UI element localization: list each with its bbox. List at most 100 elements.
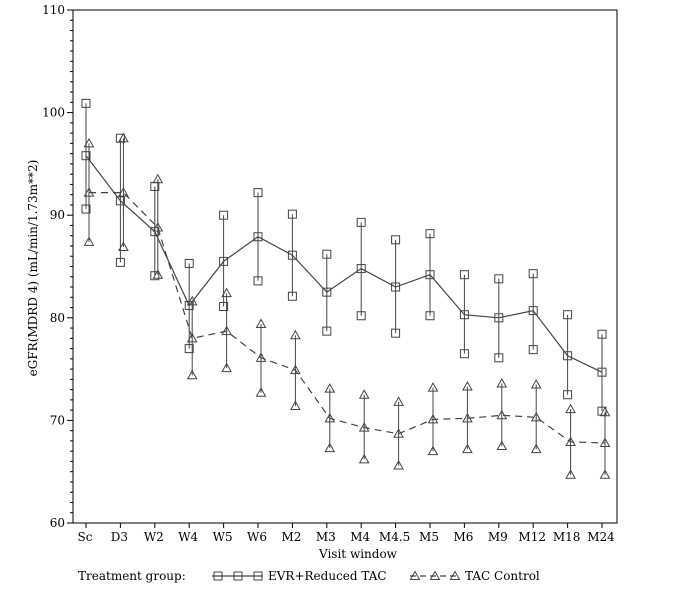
tac-control-upper-marker-m9 <box>496 377 508 388</box>
evr-reduced-tac-upper-marker-m5 <box>425 229 435 239</box>
evr-reduced-tac-lower-marker-m4-5 <box>391 328 401 338</box>
evr-reduced-tac-lower-marker-m4 <box>356 311 366 321</box>
evr-reduced-tac-upper-marker-m4 <box>356 217 366 227</box>
tac-control-lower-marker-w2 <box>152 269 164 279</box>
legend-item-tac-control: TAC Control <box>409 569 540 583</box>
evr-reduced-tac-mean-marker-m12 <box>528 306 538 316</box>
tac-control-upper-marker-d3 <box>118 132 129 143</box>
evr-reduced-tac-lower-marker-m24 <box>597 406 607 416</box>
x-tick-label-m18: M18 <box>553 530 581 544</box>
evr-reduced-tac-upper-marker-w6 <box>253 188 263 198</box>
tac-control-lower-marker-m9 <box>496 440 508 451</box>
tac-control-lower-marker-m12 <box>530 443 542 454</box>
x-tick-label-m2: M2 <box>281 530 301 544</box>
evr-reduced-tac-lower-marker-m2 <box>287 291 297 301</box>
tac-control-mean-marker-m24 <box>599 437 611 447</box>
evr-reduced-tac-mean-marker-m6 <box>459 310 469 320</box>
evr-reduced-tac-lower-marker-w4 <box>184 344 194 354</box>
tac-control-upper-marker-w2 <box>152 173 164 184</box>
evr-reduced-tac-mean-marker-m4-5 <box>391 282 401 292</box>
x-axis-label: Visit window <box>318 547 398 561</box>
legend-marker-evr-reduced-tac-0 <box>213 571 223 581</box>
x-tick-label-m24: M24 <box>587 530 615 544</box>
x-tick-label-w5: W5 <box>213 530 233 544</box>
legend-marker-tac-control-1 <box>429 570 441 580</box>
y-axis-label: eGFR(MDRD 4) (mL/min/1.73m**2) <box>26 160 40 377</box>
tac-control-mean-marker-m4 <box>358 422 370 432</box>
tac-control-lower-marker-m18 <box>565 469 576 479</box>
tac-control-lower-marker-m3 <box>324 442 336 453</box>
tac-control-mean-marker-m5 <box>427 413 439 424</box>
evr-reduced-tac-lower-marker-m18 <box>563 390 573 400</box>
tac-control-mean-marker-w4 <box>186 332 198 343</box>
x-tick-label-m6: M6 <box>453 530 473 544</box>
evr-reduced-tac-upper-marker-m6 <box>459 270 469 280</box>
tac-control-mean-marker-m9 <box>496 409 508 420</box>
evr-reduced-tac-upper-marker-w5 <box>219 210 229 220</box>
evr-reduced-tac-mean-marker-m2 <box>287 250 297 260</box>
tac-control-upper-marker-m2 <box>290 329 301 340</box>
evr-reduced-tac-lower-marker-w6 <box>253 276 263 286</box>
legend-item-evr-reduced-tac: EVR+Reduced TAC <box>212 569 387 583</box>
legend-label-tac-control: TAC Control <box>465 569 540 583</box>
x-tick-label-m3: M3 <box>316 530 336 544</box>
legend-marker-evr-reduced-tac-1 <box>233 571 243 581</box>
evr-reduced-tac-upper-marker-m3 <box>322 249 332 259</box>
legend-marker-evr-reduced-tac-2 <box>253 571 263 581</box>
x-tick-label-m9: M9 <box>488 530 508 544</box>
y-tick-label-100: 100 <box>42 106 65 120</box>
tac-control-mean-line <box>89 192 606 444</box>
tac-control-mean-marker-m3 <box>324 412 336 423</box>
y-tick-label-90: 90 <box>50 208 65 222</box>
tac-control-lower-marker-m5 <box>427 445 439 456</box>
plot-area: 60 70 80 90 100 110 Sc D3 W2 W4 W5 W6 M2 M3 M4 M4.5 M5 M6… <box>42 3 615 544</box>
evr-reduced-tac-mean-marker-m3 <box>322 287 332 297</box>
evr-reduced-tac-upper-marker-w4 <box>184 258 194 268</box>
evr-reduced-tac-mean-marker-sc <box>81 151 91 161</box>
tac-control-lower-marker-m24 <box>599 469 611 479</box>
tac-control-upper-marker-w6 <box>255 318 267 328</box>
evr-reduced-tac-lower-marker-m12 <box>528 345 538 355</box>
tac-control-mean-marker-m18 <box>565 436 576 446</box>
tac-control-lower-marker-w5 <box>221 362 232 373</box>
evr-reduced-tac-mean-marker-m9 <box>494 313 504 323</box>
evr-reduced-tac-lower-marker-m6 <box>459 349 469 359</box>
tac-control-lower-marker-m4-5 <box>393 460 404 470</box>
evr-reduced-tac-lower-marker-w2 <box>150 271 160 281</box>
tac-control-mean-marker-m12 <box>530 411 542 422</box>
evr-reduced-tac-upper-marker-sc <box>81 98 91 108</box>
evr-reduced-tac-lower-marker-d3 <box>115 257 125 267</box>
y-tick-label-110: 110 <box>42 3 65 17</box>
evr-reduced-tac-lower-marker-m3 <box>322 326 332 336</box>
evr-reduced-tac-mean-marker-m24 <box>597 367 607 377</box>
tac-control-upper-marker-w4 <box>186 295 198 306</box>
tac-control-mean-marker-m4-5 <box>393 428 404 438</box>
tac-control-upper-marker-m12 <box>530 378 542 389</box>
x-tick-label-sc: Sc <box>78 530 93 544</box>
tac-control-lower-marker-m6 <box>462 443 473 454</box>
tac-control-mean-marker-w5 <box>221 325 232 336</box>
tac-control-lower-marker-w6 <box>255 387 267 397</box>
tac-control-lower-marker-m4 <box>358 453 370 464</box>
legend: Treatment group: EVR+Reduced TAC TAC Con… <box>78 569 540 583</box>
tac-control-upper-marker-sc <box>83 137 95 148</box>
evr-reduced-tac-lower-marker-m5 <box>425 311 435 321</box>
legend-title: Treatment group: <box>78 569 186 583</box>
tac-control-mean-marker-sc <box>83 187 95 197</box>
evr-reduced-tac-lower-marker-m9 <box>494 353 504 363</box>
plot-frame <box>72 9 618 524</box>
tac-control-upper-marker-m24 <box>599 406 611 417</box>
series-evr-reduced-tac <box>81 98 607 416</box>
legend-label-evr-reduced-tac: EVR+Reduced TAC <box>268 569 387 583</box>
tac-control-mean-marker-m6 <box>462 412 473 423</box>
tac-control-upper-marker-m3 <box>324 383 336 393</box>
evr-reduced-tac-upper-marker-m12 <box>528 269 538 279</box>
x-tick-label-w4: W4 <box>178 530 198 544</box>
y-tick-label-70: 70 <box>50 413 65 427</box>
tac-control-upper-marker-m4-5 <box>393 396 404 406</box>
x-tick-label-m12: M12 <box>518 530 546 544</box>
x-tick-label-m4-5: M4.5 <box>379 530 410 544</box>
tac-control-mean-marker-d3 <box>118 187 129 197</box>
